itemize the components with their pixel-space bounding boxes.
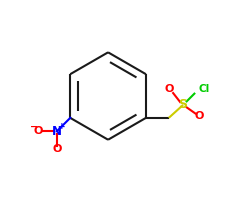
Text: Cl: Cl bbox=[199, 84, 210, 94]
Text: N: N bbox=[52, 125, 62, 138]
Text: S: S bbox=[179, 98, 188, 111]
Text: O: O bbox=[165, 84, 174, 94]
Text: O: O bbox=[52, 144, 62, 154]
Text: O: O bbox=[34, 126, 43, 136]
Text: −: − bbox=[30, 122, 38, 132]
Text: O: O bbox=[195, 111, 204, 121]
Text: +: + bbox=[58, 122, 65, 131]
